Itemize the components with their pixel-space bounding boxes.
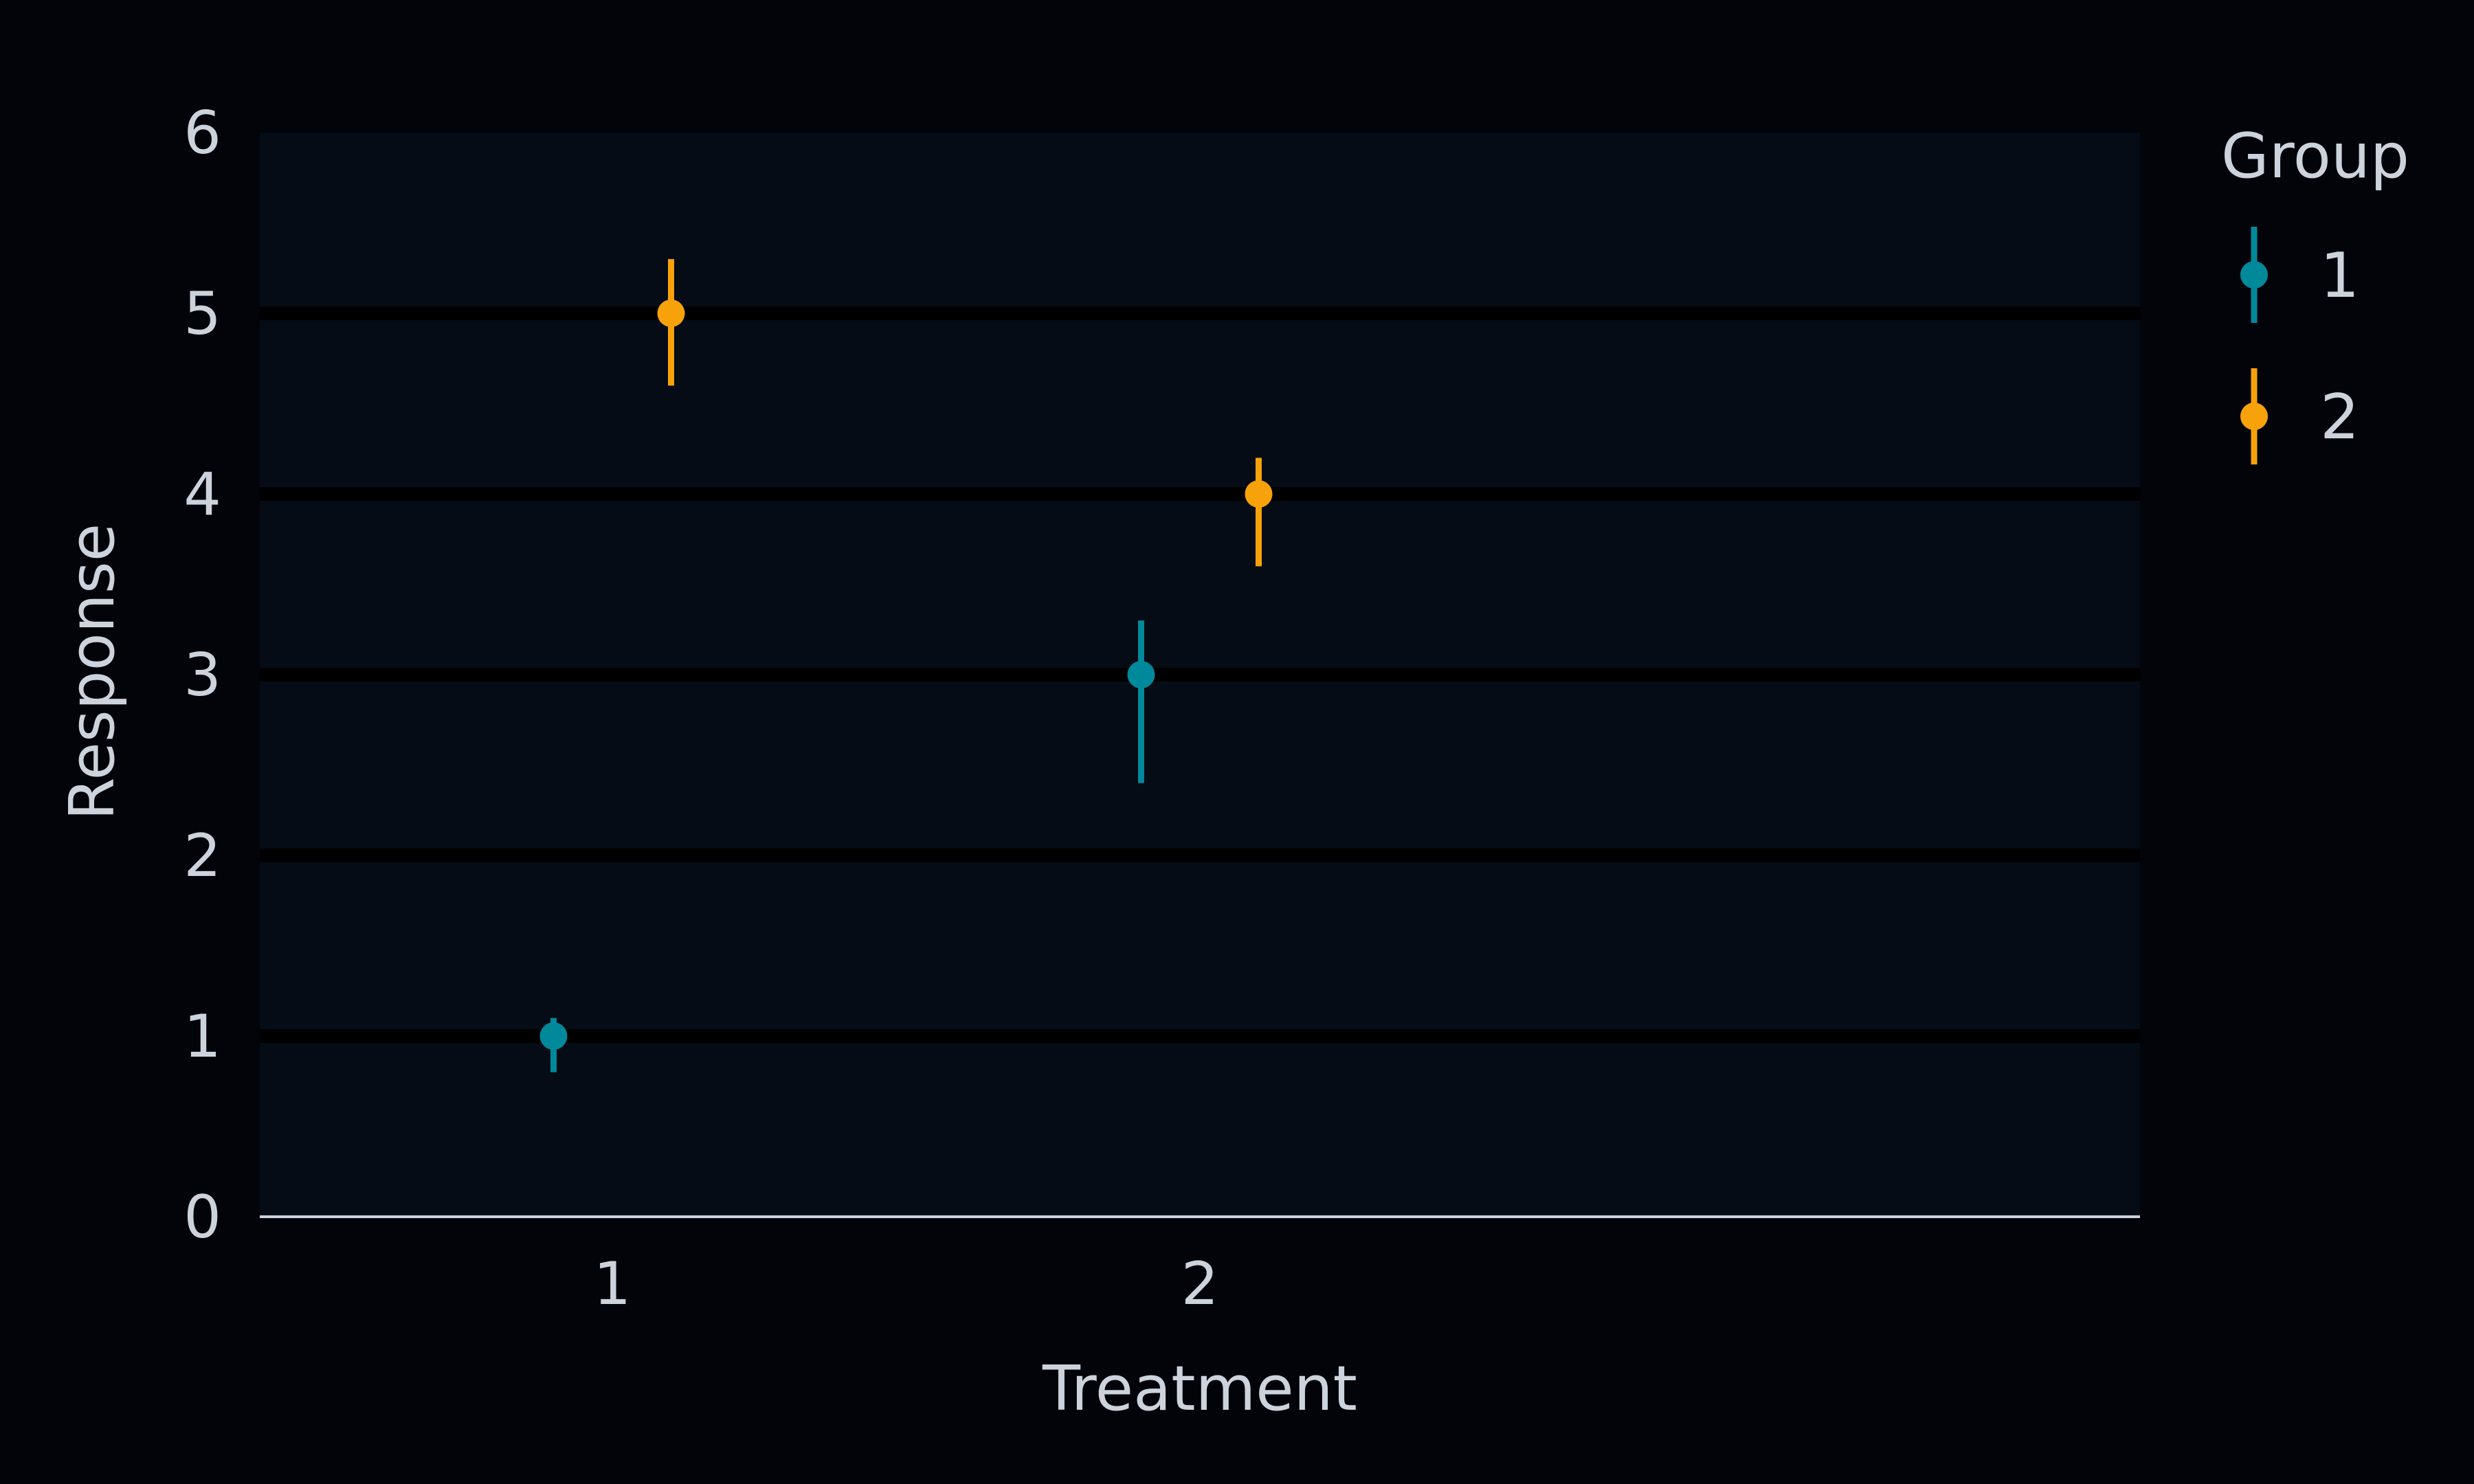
legend-entry-1: 1 [2240, 227, 2359, 323]
y-tick-label-6: 6 [183, 99, 221, 168]
point-group-2-treatment-1 [657, 300, 685, 327]
point-group-1-treatment-2 [1127, 661, 1155, 688]
y-tick-label-1: 1 [183, 1002, 221, 1071]
gridlines [260, 306, 2140, 1043]
point-group-1-treatment-1 [539, 1022, 568, 1050]
y-tick-label-2: 2 [183, 822, 221, 890]
x-tick-label-1: 1 [594, 1250, 632, 1318]
legend-entry-2: 2 [2240, 368, 2359, 464]
legend-label-1: 1 [2320, 240, 2359, 312]
point-group-2-treatment-2 [1245, 480, 1273, 508]
legend-label-2: 2 [2320, 381, 2359, 453]
y-axis-label: Response [56, 524, 129, 820]
y-tick-label-3: 3 [183, 641, 221, 710]
legend-title: Group [2221, 120, 2409, 192]
legend: Group 1 2 [2221, 120, 2409, 464]
y-tick-label-0: 0 [183, 1183, 221, 1252]
legend-marker-2 [2240, 403, 2268, 430]
legend-marker-1 [2240, 261, 2268, 289]
y-tick-label-5: 5 [183, 280, 221, 348]
y-tick-label-4: 4 [183, 460, 221, 529]
x-axis-label: Treatment [1042, 1353, 1357, 1425]
data-marks [539, 259, 1273, 1072]
x-tick-label-2: 2 [1181, 1250, 1219, 1318]
y-axis-ticks: 0 1 2 3 4 5 6 [183, 99, 221, 1252]
